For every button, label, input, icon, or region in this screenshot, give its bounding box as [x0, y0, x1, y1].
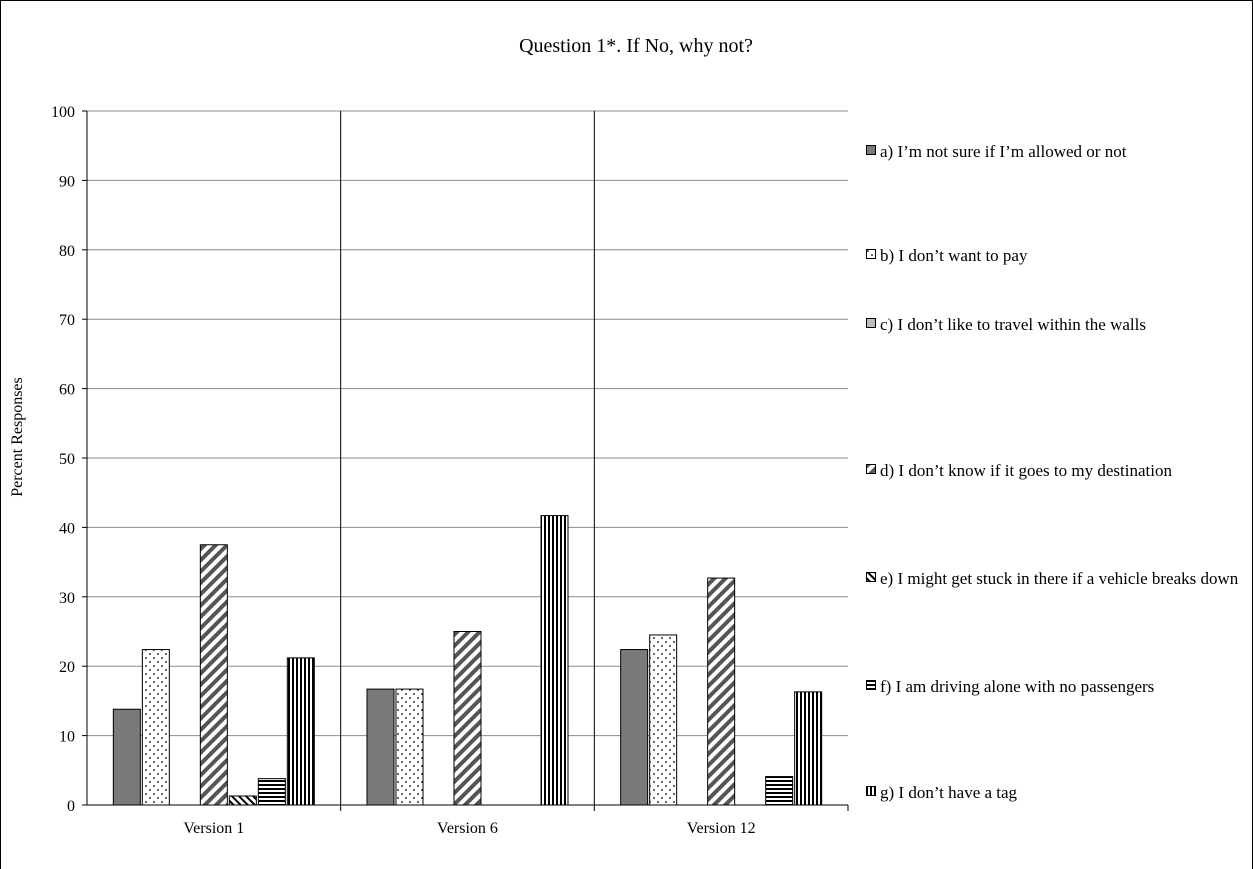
y-tick-label: 60	[59, 382, 75, 399]
bar	[395, 688, 424, 806]
axes: 0 10 20 30 40 50 60 70 80 90 100 Version 1 Version 6…	[51, 104, 849, 837]
y-tick-label: 30	[59, 590, 75, 607]
legend-swatch	[866, 145, 876, 155]
bar	[141, 649, 170, 806]
legend-item: b) I don’t want to pay	[866, 245, 1251, 267]
legend-label: c) I don’t like to travel within the wal…	[880, 315, 1146, 334]
y-tick-label: 20	[59, 659, 75, 676]
x-tick-label: Version 12	[687, 820, 756, 837]
legend-swatch-fill	[866, 249, 876, 259]
legend-label: a) I’m not sure if I’m allowed or not	[880, 142, 1127, 161]
bar	[453, 631, 482, 806]
legend-item: e) I might get stuck in there if a vehic…	[866, 568, 1251, 590]
legend-item: a) I’m not sure if I’m allowed or not	[866, 141, 1251, 163]
legend-swatch-fill	[866, 464, 876, 474]
legend-swatch-fill	[866, 680, 876, 690]
legend-swatch	[866, 318, 876, 328]
bar	[707, 577, 736, 806]
bar	[540, 515, 569, 806]
legend-label: e) I might get stuck in there if a vehic…	[880, 569, 1239, 588]
bar	[765, 776, 794, 806]
legend-label: b) I don’t want to pay	[880, 246, 1028, 265]
legend-label: g) I don’t have a tag	[880, 783, 1018, 802]
bars	[112, 515, 823, 806]
chart-title: Question 1*. If No, why not?	[519, 35, 753, 57]
bar	[199, 544, 228, 806]
bar	[620, 649, 649, 806]
legend-swatch-fill	[866, 786, 876, 796]
legend-swatch	[866, 572, 876, 582]
legend-item: c) I don’t like to travel within the wal…	[866, 314, 1251, 336]
legend-swatch-fill	[866, 572, 876, 582]
bar	[228, 795, 257, 806]
bar	[794, 691, 823, 806]
x-tick-label: Version 6	[437, 820, 498, 837]
y-tick-label: 100	[51, 104, 75, 121]
bar	[286, 657, 315, 806]
y-tick-label: 40	[59, 520, 75, 537]
legend-item: f) I am driving alone with no passengers	[866, 676, 1251, 698]
y-tick-label: 0	[67, 798, 75, 815]
x-tick-label: Version 1	[183, 820, 244, 837]
legend-swatch	[866, 680, 876, 690]
legend-swatch	[866, 464, 876, 474]
y-tick-label: 70	[59, 312, 75, 329]
legend-label: f) I am driving alone with no passengers	[880, 677, 1155, 696]
legend-swatch	[866, 249, 876, 259]
y-tick-label: 80	[59, 243, 75, 260]
legend-label: d) I don’t know if it goes to my destina…	[880, 461, 1172, 480]
y-tick-label: 90	[59, 173, 75, 190]
y-tick-label: 10	[59, 729, 75, 746]
legend-swatch-fill	[866, 145, 876, 155]
y-tick-label: 50	[59, 451, 75, 468]
legend-swatch	[866, 786, 876, 796]
bar	[112, 708, 141, 806]
bar	[366, 688, 395, 806]
y-axis-label: Percent Responses	[9, 377, 26, 497]
bar	[257, 778, 286, 806]
legend-item: d) I don’t know if it goes to my destina…	[866, 460, 1251, 482]
legend-swatch-fill	[866, 318, 876, 328]
legend-item: g) I don’t have a tag	[866, 782, 1251, 804]
bar	[649, 634, 678, 806]
